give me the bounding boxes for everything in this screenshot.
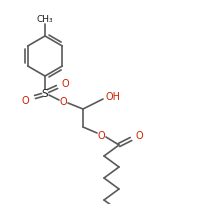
Text: O: O	[97, 130, 105, 140]
Text: O: O	[135, 130, 143, 140]
Text: O: O	[61, 79, 69, 89]
Text: CH₃: CH₃	[37, 16, 53, 24]
Text: O: O	[59, 96, 67, 106]
Text: O: O	[21, 95, 29, 105]
Text: S: S	[42, 89, 48, 99]
Text: OH: OH	[106, 92, 121, 102]
